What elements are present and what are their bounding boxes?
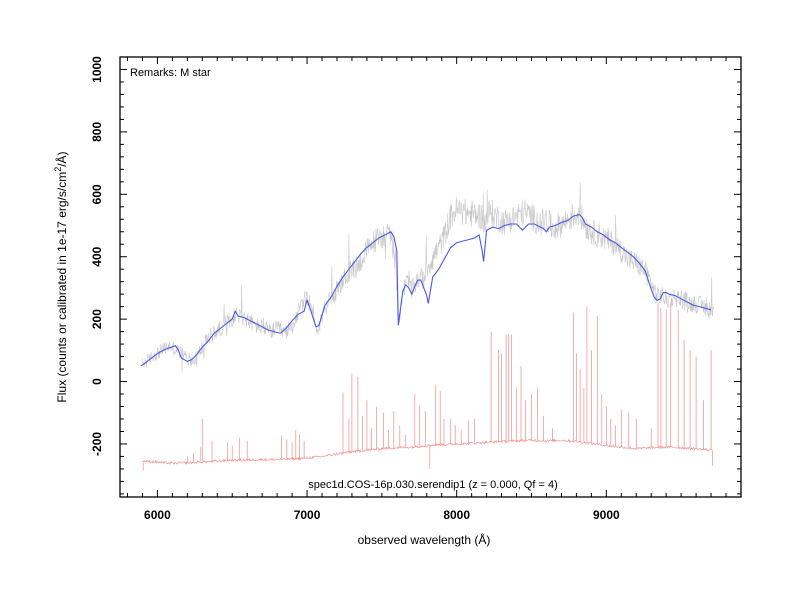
- y-tick-label: 1000: [90, 56, 104, 83]
- x-tick-label: 7000: [294, 508, 321, 522]
- axes: 6000 7000 8000 9000 -200 0 200 400 600 800 1000: [90, 56, 742, 522]
- y-tick-label: 400: [90, 246, 104, 266]
- smoothed-spectrum-line: [140, 213, 712, 367]
- y-axis-label-sup: 2: [53, 167, 63, 172]
- x-tick-label: 9000: [593, 508, 620, 522]
- y-tick-label: 800: [90, 122, 104, 142]
- y-tick-label: 200: [90, 309, 104, 329]
- y-tick-label: -200: [90, 432, 104, 456]
- y-tick-label: 600: [90, 184, 104, 204]
- remarks-annotation: Remarks: M star: [130, 67, 211, 79]
- y-axis-label-end: /Å): [54, 151, 69, 166]
- x-tick-label: 8000: [443, 508, 470, 522]
- labels: observed wavelength (Å) Flux (counts or …: [53, 67, 558, 547]
- error-spectrum-line: [142, 438, 712, 465]
- x-tick-label: 6000: [144, 508, 171, 522]
- plot-area: [140, 182, 715, 471]
- y-axis-label-main: Flux (counts or calibrated in 1e-17 erg/…: [55, 172, 69, 403]
- y-axis-label: Flux (counts or calibrated in 1e-17 erg/…: [53, 151, 69, 402]
- plot-frame: [119, 56, 742, 498]
- object-annotation: spec1d.COS-16p.030.serendip1 (z = 0.000,…: [308, 479, 557, 491]
- x-axis-label: observed wavelength (Å): [358, 532, 491, 547]
- y-tick-label: 0: [90, 378, 104, 385]
